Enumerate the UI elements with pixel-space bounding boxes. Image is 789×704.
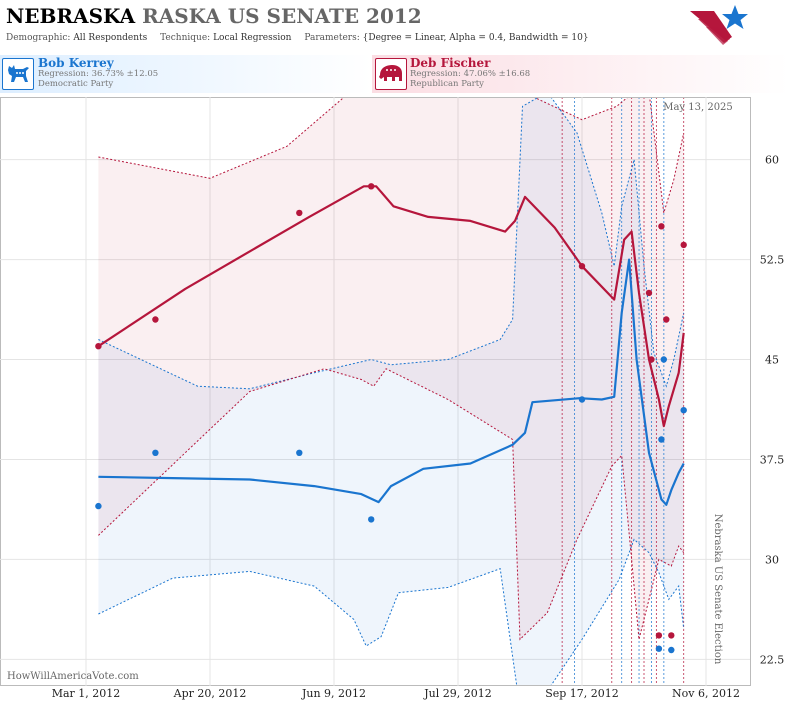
poll-point-fischer xyxy=(663,316,670,323)
party-text: Republican Party xyxy=(410,79,484,89)
y-tick-label: 30 xyxy=(765,553,779,566)
elephant-icon xyxy=(375,58,407,90)
poll-point-fischer xyxy=(648,356,655,363)
title-state: NEBRASKA xyxy=(6,4,136,28)
poll-point-kerrey xyxy=(658,436,665,443)
y-tick-label: 37.5 xyxy=(760,453,785,466)
technique-label: Technique: xyxy=(160,33,211,43)
x-tick-label: Jul 29, 2012 xyxy=(423,687,492,700)
poll-point-kerrey xyxy=(368,516,375,523)
poll-point-kerrey xyxy=(660,356,667,363)
poll-point-fischer xyxy=(668,632,675,639)
x-tick-label: Apr 20, 2012 xyxy=(173,687,247,700)
grid xyxy=(0,97,750,686)
x-tick-label: Sep 17, 2012 xyxy=(545,687,619,700)
poll-point-kerrey xyxy=(668,646,675,654)
poll-point-fischer xyxy=(658,223,665,230)
x-tick-label: Mar 1, 2012 xyxy=(52,687,121,700)
poll-point-fischer xyxy=(95,343,102,350)
upper-bound-fischer xyxy=(98,98,685,214)
poll-points xyxy=(95,183,687,654)
poll-point-fischer xyxy=(296,209,303,217)
side-label: Nebraska US Senate Election xyxy=(712,514,723,665)
title-rest: RASKA US SENATE 2012 xyxy=(142,4,422,28)
regression-text: Regression: 47.06% ±16.68 xyxy=(410,69,531,79)
x-tick-label: Nov 6, 2012 xyxy=(672,687,740,700)
poll-point-fischer xyxy=(152,316,159,323)
poll-point-kerrey xyxy=(655,645,663,652)
candidate-name: Bob Kerrey xyxy=(38,56,114,70)
star-flag-icon[interactable] xyxy=(688,3,750,48)
lower-bound-fischer xyxy=(98,368,685,641)
y-tick-label: 60 xyxy=(765,154,779,167)
technique-value: Local Regression xyxy=(213,33,292,43)
poll-point-fischer xyxy=(645,289,653,297)
donkey-icon xyxy=(2,58,34,90)
poll-point-kerrey xyxy=(95,502,102,510)
regression-text: Regression: 36.73% ±12.05 xyxy=(38,69,159,79)
party-text: Democratic Party xyxy=(38,79,114,89)
parameters-line: Demographic: All Respondents Technique: … xyxy=(6,33,589,43)
plot-frame xyxy=(0,97,751,686)
x-tick-label: Jun 9, 2012 xyxy=(301,687,366,700)
poll-point-kerrey xyxy=(152,449,159,456)
poll-point-kerrey xyxy=(296,449,303,456)
x-axis-labels: Mar 1, 2012 Apr 20, 2012 Jun 9, 2012 Jul 29… xyxy=(52,687,740,700)
poll-point-fischer xyxy=(368,183,375,190)
band-fill-fischer xyxy=(98,98,684,640)
poll-point-kerrey xyxy=(578,396,586,403)
confidence-bands xyxy=(98,98,684,685)
demographic-label: Demographic: xyxy=(6,33,71,43)
poll-point-fischer xyxy=(655,632,663,639)
parameters-label: Parameters: xyxy=(304,33,360,43)
source-label: HowWillAmericaVote.com xyxy=(7,671,139,682)
demographic-value: All Respondents xyxy=(73,33,148,43)
page-title: NEBRASKA RASKA US SENATE 2012 xyxy=(6,4,422,28)
candidate-name: Deb Fischer xyxy=(410,56,491,70)
candidate-fischer[interactable]: Deb Fischer Regression: 47.06% ±16.68 Re… xyxy=(372,55,789,93)
poll-point-fischer xyxy=(578,263,586,270)
parameters-value: {Degree = Linear, Alpha = 0.4, Bandwidth… xyxy=(362,33,589,43)
poll-point-fischer xyxy=(680,241,687,249)
upper-bound-kerrey xyxy=(98,98,685,390)
date-stamp: May 13, 2025 xyxy=(663,102,733,113)
trend-line-kerrey xyxy=(98,258,685,506)
y-tick-label: 45 xyxy=(765,354,779,367)
lower-bound-kerrey xyxy=(98,538,685,685)
y-tick-label: 52.5 xyxy=(760,254,785,267)
band-fill-kerrey xyxy=(98,98,684,685)
y-axis-labels: 22.5 30 37.5 45 52.5 60 xyxy=(760,154,785,667)
y-tick-label: 22.5 xyxy=(760,653,785,666)
candidate-kerrey[interactable]: Bob Kerrey Regression: 36.73% ±12.05 Dem… xyxy=(0,55,372,93)
poll-point-kerrey xyxy=(680,407,687,414)
